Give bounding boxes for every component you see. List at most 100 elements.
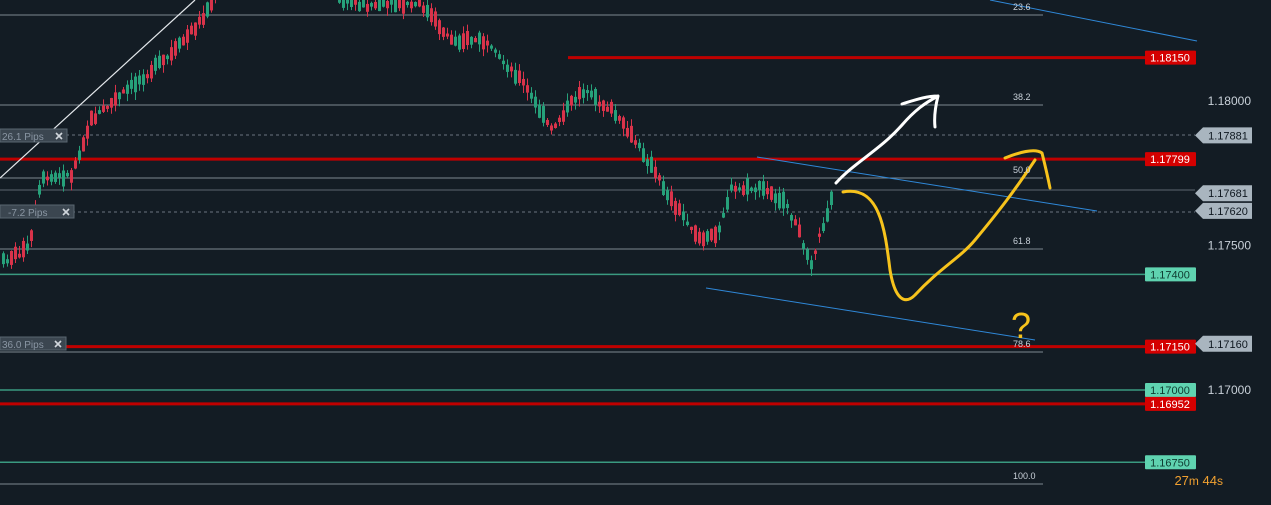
order-tag-2[interactable]	[0, 336, 67, 351]
candle-body	[798, 224, 801, 238]
order-tag-0[interactable]	[0, 128, 68, 143]
candle-body	[726, 197, 729, 210]
candle-body	[626, 127, 629, 137]
candle-body	[686, 221, 689, 226]
price-marker-1.17160[interactable]	[1195, 335, 1252, 352]
level-tag-text-1.17000: 1.17000	[1150, 385, 1190, 397]
candle-body	[642, 148, 645, 162]
candle-body	[614, 110, 617, 121]
candle-body	[86, 125, 89, 139]
candle-body	[46, 176, 49, 181]
candle-body	[466, 30, 469, 46]
candle-body	[26, 243, 29, 251]
close-order-icon-1[interactable]	[62, 208, 70, 216]
candle-body	[674, 200, 677, 215]
level-tag-text-1.17400: 1.17400	[1150, 269, 1190, 281]
candle-body	[134, 76, 137, 93]
candle-body	[482, 36, 485, 50]
channel-line-top[interactable]	[989, 0, 1198, 42]
level-tag-1.18150[interactable]	[1145, 50, 1196, 65]
candle-body	[670, 191, 673, 207]
timer-seconds-unit: s	[1217, 474, 1223, 488]
candle-body	[62, 170, 65, 187]
candle-body	[622, 117, 625, 129]
candle-body	[194, 22, 197, 36]
price-marker-text-1.17881: 1.17881	[1208, 130, 1248, 142]
candle-body	[654, 166, 657, 178]
candle-body	[38, 184, 41, 195]
candle-body	[350, 0, 353, 8]
candle-body	[82, 137, 85, 152]
candle-body	[366, 3, 369, 12]
candle-body	[10, 250, 13, 265]
candle-body	[374, 1, 377, 9]
candle-body	[706, 231, 709, 242]
price-marker-1.17881[interactable]	[1195, 127, 1252, 144]
level-tag-1.17400[interactable]	[1145, 267, 1196, 282]
candle-body	[518, 70, 521, 83]
candle-body	[402, 0, 405, 14]
candle-body	[130, 79, 133, 89]
candle-body	[698, 231, 701, 244]
order-tag-text-0: 26.1 Pips	[2, 132, 44, 143]
white-up-arrow-annotation[interactable]	[834, 94, 940, 185]
candle-body	[470, 36, 473, 45]
candle-body	[94, 113, 97, 124]
candle-body	[554, 123, 557, 129]
candle-body	[730, 184, 733, 191]
candle-body	[774, 193, 777, 204]
candle-body	[578, 87, 581, 100]
candle-body	[710, 228, 713, 241]
candle-body	[166, 55, 169, 60]
price-marker-1.17681[interactable]	[1195, 185, 1252, 202]
fib-label-38.2: 38.2	[1013, 92, 1031, 102]
candle-body	[22, 240, 25, 258]
level-tag-1.17150[interactable]	[1145, 339, 1196, 354]
candle-body	[414, 1, 417, 7]
price-marker-1.17620[interactable]	[1195, 202, 1252, 219]
candle-body	[110, 97, 113, 108]
candle-body	[790, 214, 793, 221]
candle-body	[114, 92, 117, 106]
channel-line-upper[interactable]	[756, 156, 1098, 212]
trend-line-white[interactable]	[0, 0, 196, 179]
candle-body	[750, 187, 753, 192]
candle-body	[354, 0, 357, 5]
candle-body	[122, 89, 125, 94]
candle-body	[50, 174, 53, 182]
close-order-icon-2[interactable]	[54, 340, 62, 348]
candle-body	[826, 208, 829, 222]
close-order-icon-0[interactable]	[55, 132, 63, 140]
yellow-path-annotation[interactable]	[841, 149, 1052, 302]
candle-body	[426, 4, 429, 18]
candle-body	[382, 0, 385, 7]
level-tag-1.17799[interactable]	[1145, 152, 1196, 167]
candle-body	[778, 192, 781, 209]
level-tag-1.17000[interactable]	[1145, 383, 1196, 397]
level-tag-1.16952[interactable]	[1145, 396, 1196, 411]
candle-body	[806, 249, 809, 260]
price-marker-text-1.17620: 1.17620	[1208, 206, 1248, 218]
level-tag-text-1.16750: 1.16750	[1150, 457, 1190, 469]
candle-body	[386, 0, 389, 9]
candle-body	[562, 110, 565, 122]
candle-body	[738, 187, 741, 191]
order-tag-text-1: -7.2 Pips	[8, 208, 47, 219]
channel-line-lower[interactable]	[705, 287, 1036, 341]
candle-body	[682, 211, 685, 221]
fib-label-100.0: 100.0	[1013, 471, 1036, 481]
level-tag-1.16750[interactable]	[1145, 455, 1196, 470]
candle-body	[394, 0, 397, 13]
candle-body	[142, 74, 145, 85]
candle-body	[182, 36, 185, 46]
candle-body	[486, 40, 489, 46]
axis-tick-1.18000: 1.18000	[1208, 94, 1252, 108]
candle-body	[338, 0, 341, 3]
timer-seconds: 44	[1202, 473, 1217, 488]
candle-body	[546, 119, 549, 126]
fib-label-61.8: 61.8	[1013, 236, 1031, 246]
candle-body	[538, 104, 541, 118]
order-tag-1[interactable]	[0, 204, 75, 219]
